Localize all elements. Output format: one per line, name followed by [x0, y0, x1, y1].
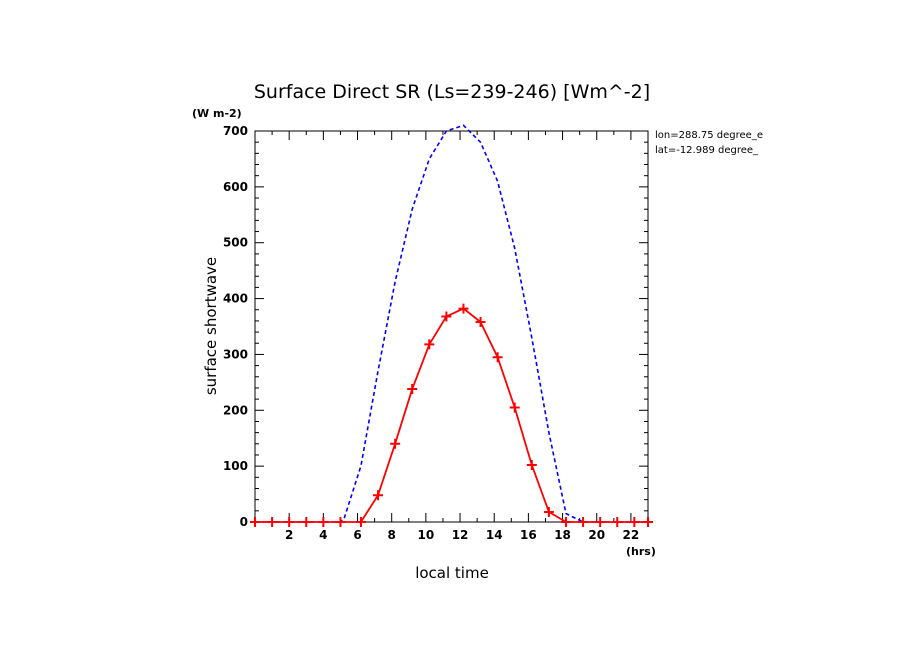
data-point-marker [355, 517, 366, 527]
data-point-marker [441, 311, 452, 322]
x-tick-label: 18 [554, 528, 571, 542]
data-point-marker [595, 517, 606, 527]
data-point-marker [301, 517, 312, 527]
data-point-marker [458, 303, 469, 314]
data-point-marker [560, 517, 571, 527]
data-point-marker [578, 517, 589, 527]
data-point-marker [318, 517, 329, 527]
y-axis-unit: (W m-2) [192, 107, 242, 120]
data-point-marker [643, 517, 653, 527]
data-point-marker [267, 517, 278, 527]
x-tick-label: 20 [588, 528, 605, 542]
data-point-marker [526, 460, 537, 471]
plot-frame [254, 130, 649, 523]
y-tick-label: 100 [223, 459, 248, 473]
x-tick-label: 14 [486, 528, 503, 542]
x-tick-label: 10 [418, 528, 435, 542]
data-point-marker [543, 506, 554, 517]
x-tick-label: 12 [452, 528, 469, 542]
longitude-annotation: lon=288.75 degree_e [655, 130, 763, 141]
latitude-annotation: lat=-12.989 degree_ [655, 145, 759, 156]
data-point-marker [373, 490, 384, 501]
y-tick-label: 200 [223, 403, 248, 417]
axis-ticks: 2 4 6 8 10 12 14 16 18 20 22 0 100 200 300 400 500 600 700 [223, 124, 649, 542]
y-tick-label: 600 [223, 180, 248, 194]
data-point-marker [424, 339, 435, 350]
data-point-marker [629, 517, 640, 527]
data-point-marker [407, 384, 418, 395]
series-line-1 [255, 124, 648, 523]
data-point-marker [284, 517, 295, 527]
series-line-2 [255, 307, 648, 523]
x-axis-unit: (hrs) [626, 545, 656, 558]
x-axis-label: local time [415, 564, 489, 582]
x-tick-label: 2 [285, 528, 293, 542]
series-layer [250, 124, 653, 527]
y-tick-label: 400 [223, 292, 248, 306]
data-point-marker [390, 438, 401, 449]
y-tick-label: 0 [240, 515, 248, 529]
x-tick-label: 8 [388, 528, 396, 542]
data-point-marker [492, 352, 503, 363]
y-tick-label: 500 [223, 236, 248, 250]
y-tick-label: 700 [223, 124, 248, 138]
x-tick-label: 16 [520, 528, 537, 542]
data-point-marker [250, 517, 260, 527]
data-point-marker [475, 317, 486, 328]
y-tick-label: 300 [223, 347, 248, 361]
x-tick-label: 4 [319, 528, 327, 542]
data-point-marker [509, 402, 520, 413]
chart-title: Surface Direct SR (Ls=239-246) [Wm^-2] [254, 81, 650, 103]
data-point-marker [612, 517, 623, 527]
data-point-marker [335, 517, 346, 527]
x-tick-label: 6 [353, 528, 361, 542]
x-tick-label: 22 [623, 528, 640, 542]
y-axis-label: surface shortwave [202, 257, 220, 395]
